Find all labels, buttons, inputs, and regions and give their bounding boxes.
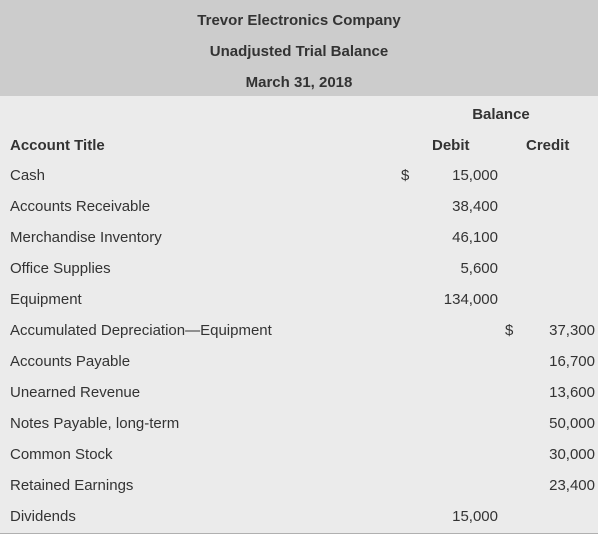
account-title-cell: Equipment [10, 291, 82, 308]
credit-amount-cell: 30,000 [549, 446, 595, 463]
account-title-cell: Accounts Receivable [10, 198, 151, 215]
debit-amount-cell: 134,000 [443, 291, 498, 308]
company-name: Trevor Electronics Company [197, 12, 401, 29]
table-row: Dividends 15,000 [0, 501, 598, 532]
account-title-cell: Unearned Revenue [10, 384, 141, 401]
credit-amount-cell: 16,700 [549, 353, 595, 370]
account-title-cell: Common Stock [10, 446, 113, 463]
account-title-cell: Dividends [10, 508, 76, 525]
account-title-cell: Retained Earnings [10, 477, 134, 494]
debit-column-header: Debit [432, 137, 470, 154]
table-row: Accounts Receivable 38,400 [0, 191, 598, 222]
table-row: Accounts Payable 16,700 [0, 346, 598, 377]
debit-amount-cell: 15,000 [452, 167, 498, 184]
credit-amount-cell: 13,600 [549, 384, 595, 401]
credit-amount-cell: 37,300 [549, 322, 595, 339]
table-row: Retained Earnings 23,400 [0, 470, 598, 501]
debit-amount-cell: 38,400 [452, 198, 498, 215]
table-row: Notes Payable, long-term 50,000 [0, 408, 598, 439]
credit-column-header: Credit [526, 137, 570, 154]
account-title-cell: Accounts Payable [10, 353, 131, 370]
credit-dollar-sign: $ [505, 322, 514, 339]
table-row: Merchandise Inventory 46,100 [0, 222, 598, 253]
table-row: Accumulated Depreciation—Equipment $37,30… [0, 315, 598, 346]
debit-amount-cell: 15,000 [452, 508, 498, 525]
account-title-cell: Office Supplies [10, 260, 111, 277]
credit-amount-cell: 23,400 [549, 477, 595, 494]
table-bottom-border [0, 533, 598, 534]
debit-amount-cell: 5,600 [460, 260, 498, 277]
table-row: Equipment 134,000 [0, 284, 598, 315]
table-row: Office Supplies 5,600 [0, 253, 598, 284]
credit-amount-cell: 50,000 [549, 415, 595, 432]
table-row: Cash $15,000 [0, 160, 598, 191]
account-title-cell: Accumulated Depreciation—Equipment [10, 322, 272, 339]
statement-date: March 31, 2018 [245, 74, 353, 91]
statement-title: Unadjusted Trial Balance [209, 43, 389, 60]
table-row: Unearned Revenue 13,600 [0, 377, 598, 408]
account-title-cell: Notes Payable, long-term [10, 415, 180, 432]
account-title-column-header: Account Title [10, 137, 105, 154]
debit-dollar-sign: $ [401, 167, 410, 184]
table-header-band: Trevor Electronics Company Unadjusted Tr… [0, 0, 598, 96]
debit-amount-cell: 46,100 [452, 229, 498, 246]
account-title-cell: Cash [10, 167, 46, 184]
balance-column-group-header: Balance [472, 106, 530, 123]
table-row: Common Stock 30,000 [0, 439, 598, 470]
account-title-cell: Merchandise Inventory [10, 229, 162, 246]
